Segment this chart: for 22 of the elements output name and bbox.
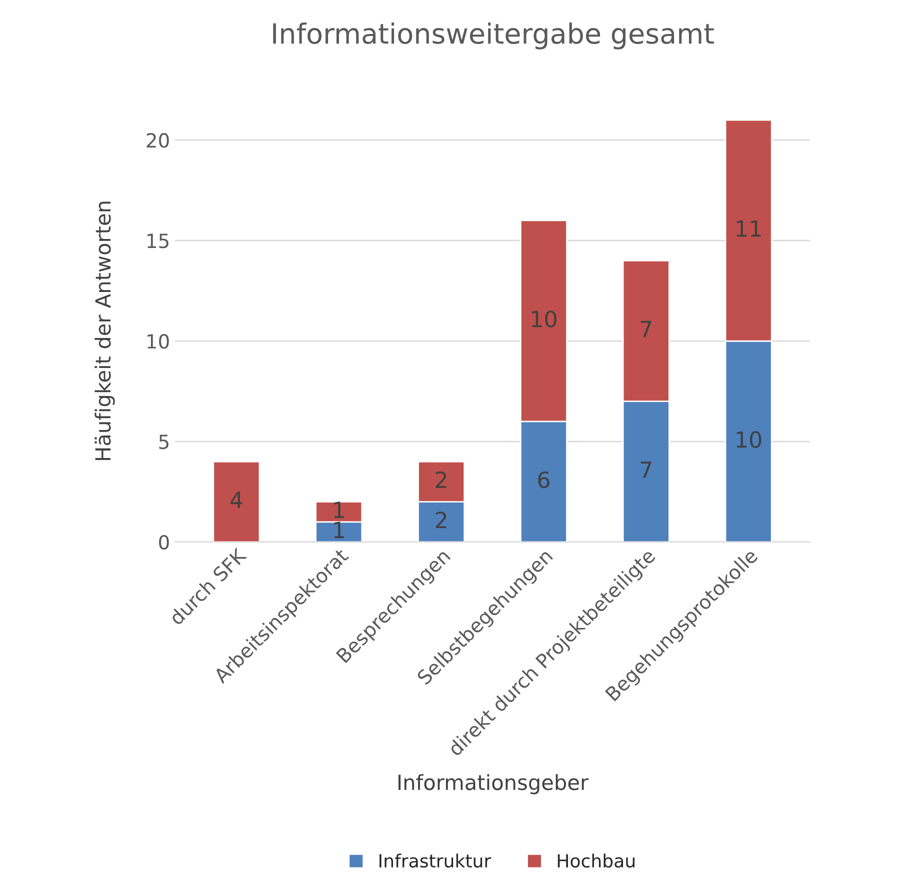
y-axis-title: Häufigkeit der Antworten — [94, 202, 115, 460]
chart-title: Informationsweitergabe gesamt — [273, 22, 714, 50]
data-label: 2 — [436, 512, 446, 528]
data-label: 6 — [538, 471, 550, 488]
y-tick-label: 10 — [148, 334, 169, 349]
data-label: 7 — [640, 320, 652, 338]
legend-label: Hochbau — [558, 854, 634, 868]
data-label: 10 — [736, 431, 762, 448]
y-tick-label: 5 — [159, 434, 168, 450]
data-label: 2 — [436, 471, 446, 488]
data-label: 10 — [532, 310, 556, 328]
x-axis-title: Informationsgeber — [398, 774, 589, 794]
data-label: 11 — [736, 220, 761, 237]
y-tick-label: 15 — [148, 234, 168, 248]
data-label: 1 — [334, 522, 344, 538]
legend-label: Infrastruktur — [380, 854, 492, 868]
data-label: 7 — [640, 462, 652, 478]
y-tick-label: 0 — [159, 534, 169, 550]
y-tick-label: 20 — [146, 133, 169, 148]
data-label: 4 — [230, 492, 242, 508]
data-label: 1 — [334, 502, 344, 518]
bar — [212, 460, 260, 542]
